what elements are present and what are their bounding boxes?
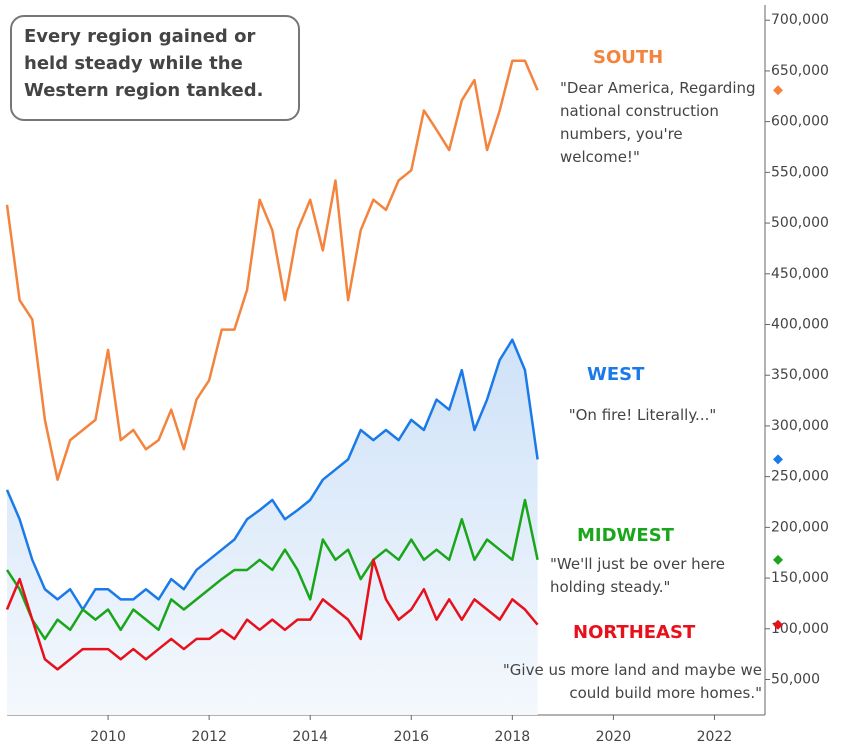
x-tick-label: 2016 — [393, 729, 429, 745]
x-tick-label: 2012 — [191, 729, 227, 745]
annotation-quote: "On fire! Literally..." — [568, 406, 717, 424]
annotation-quote: "Dear America, Regarding national constr… — [560, 79, 756, 166]
series-line — [5, 59, 539, 481]
y-tick-label: 150,000 — [771, 570, 829, 586]
y-tick-label: 200,000 — [771, 519, 829, 535]
y-tick-label: 100,000 — [771, 621, 829, 637]
area-fill — [7, 339, 538, 715]
legend-label: MIDWEST — [577, 525, 674, 546]
last-value-marker — [773, 454, 783, 465]
y-tick-label: 500,000 — [771, 215, 829, 231]
legend-label: WEST — [587, 364, 645, 385]
last-value-marker — [773, 554, 783, 565]
y-tick-label: 550,000 — [771, 164, 829, 180]
y-tick-label: 300,000 — [771, 418, 829, 434]
y-tick-label: 400,000 — [771, 317, 829, 333]
x-tick-label: 2010 — [90, 729, 126, 745]
legend-label: SOUTH — [593, 47, 664, 68]
x-tick-label: 2014 — [292, 729, 328, 745]
annotation-quote: "Give us more land and maybe we could bu… — [502, 661, 762, 702]
legend-label: NORTHEAST — [573, 622, 696, 643]
series-line — [5, 498, 539, 641]
series-line — [5, 558, 539, 671]
y-tick-label: 600,000 — [771, 114, 829, 130]
y-tick-label: 350,000 — [771, 367, 829, 383]
y-tick-label: 650,000 — [771, 63, 829, 79]
y-tick-label: 250,000 — [771, 469, 829, 485]
last-value-marker — [773, 619, 783, 630]
annotation-box: Every region gained or held steady while… — [10, 15, 300, 121]
series-line — [5, 338, 539, 611]
last-value-marker — [773, 85, 783, 96]
y-tick-label: 50,000 — [771, 672, 820, 688]
x-tick-label: 2020 — [596, 729, 632, 745]
x-tick-label: 2022 — [697, 729, 733, 745]
y-tick-label: 450,000 — [771, 266, 829, 282]
x-tick-label: 2018 — [495, 729, 531, 745]
annotation-quote: "We'll just be over here holding steady.… — [550, 555, 725, 596]
y-tick-label: 700,000 — [771, 12, 829, 28]
